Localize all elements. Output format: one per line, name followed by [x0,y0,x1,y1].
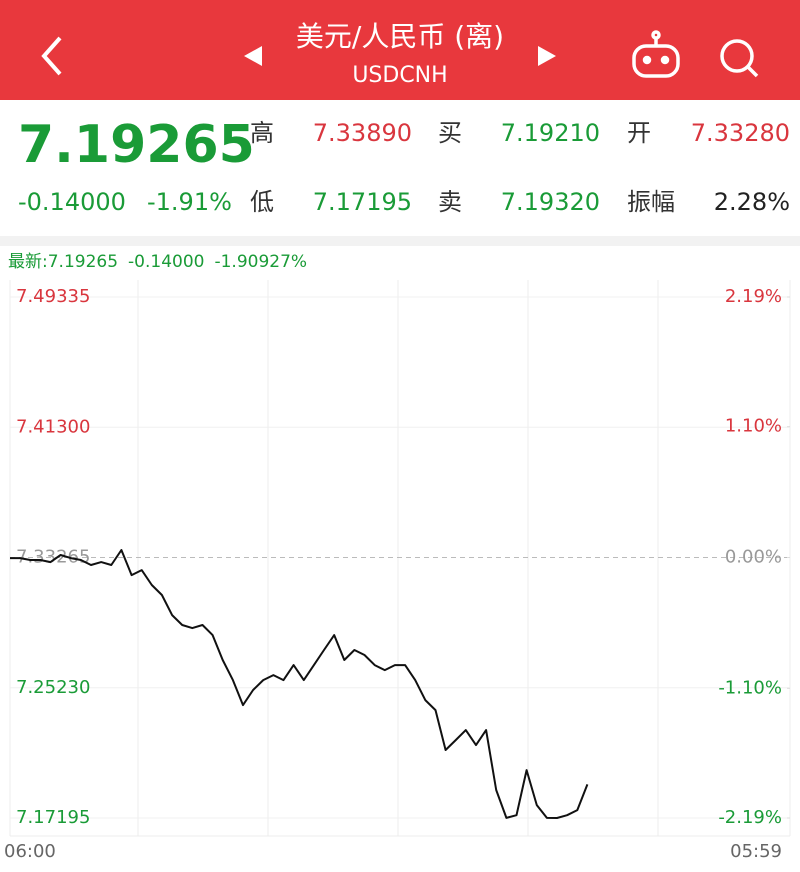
y-tick-label: 7.49335 [16,286,90,307]
change-pct: -1.91% [147,188,232,216]
field-label: 低 [250,188,274,216]
header-bar [0,0,800,100]
price-line [10,549,589,819]
next-button[interactable] [538,46,556,66]
y-tick-label: 7.33265 [16,547,90,568]
y2-tick-label: 2.19% [725,286,782,307]
header-subtitle: USDCNH [352,63,447,88]
y2-tick-label: -2.19% [718,807,782,828]
field-label: 卖 [438,188,462,216]
y2-tick-label: 1.10% [725,416,782,437]
latest-line: 最新:7.19265 -0.14000 -1.90927% [8,252,307,272]
header-title: 美元/人民币 (离) [296,20,504,53]
latest-price: 7.19265 [48,252,118,272]
field-label: 振幅 [627,188,675,216]
field-value: 7.19210 [501,119,600,147]
change: -0.14000 [18,188,126,216]
field-value: 7.19320 [501,188,600,216]
price: 7.19265 [18,115,255,175]
field-label: 买 [438,119,462,147]
back-button[interactable] [41,36,62,76]
field-label: 高 [250,119,274,147]
latest-change_pct: -1.90927% [214,252,307,272]
field-value: 2.28% [714,188,790,216]
separator [0,236,800,246]
robot-icon[interactable] [632,30,680,78]
x-tick-label: 06:00 [4,841,56,862]
x-tick-label: 05:59 [730,841,782,862]
y2-tick-label: -1.10% [718,677,782,698]
latest-label: 最新: [8,252,48,272]
latest-change: -0.14000 [128,252,204,272]
y2-tick-label: 0.00% [725,547,782,568]
field-label: 开 [627,119,651,147]
field-value: 7.33280 [691,119,790,147]
search-icon[interactable] [720,39,759,78]
y-tick-label: 7.17195 [16,807,90,828]
y-tick-label: 7.25230 [16,677,90,698]
field-value: 7.17195 [313,188,412,216]
y-tick-label: 7.41300 [16,416,90,437]
field-value: 7.33890 [313,119,412,147]
prev-button[interactable] [244,46,262,66]
